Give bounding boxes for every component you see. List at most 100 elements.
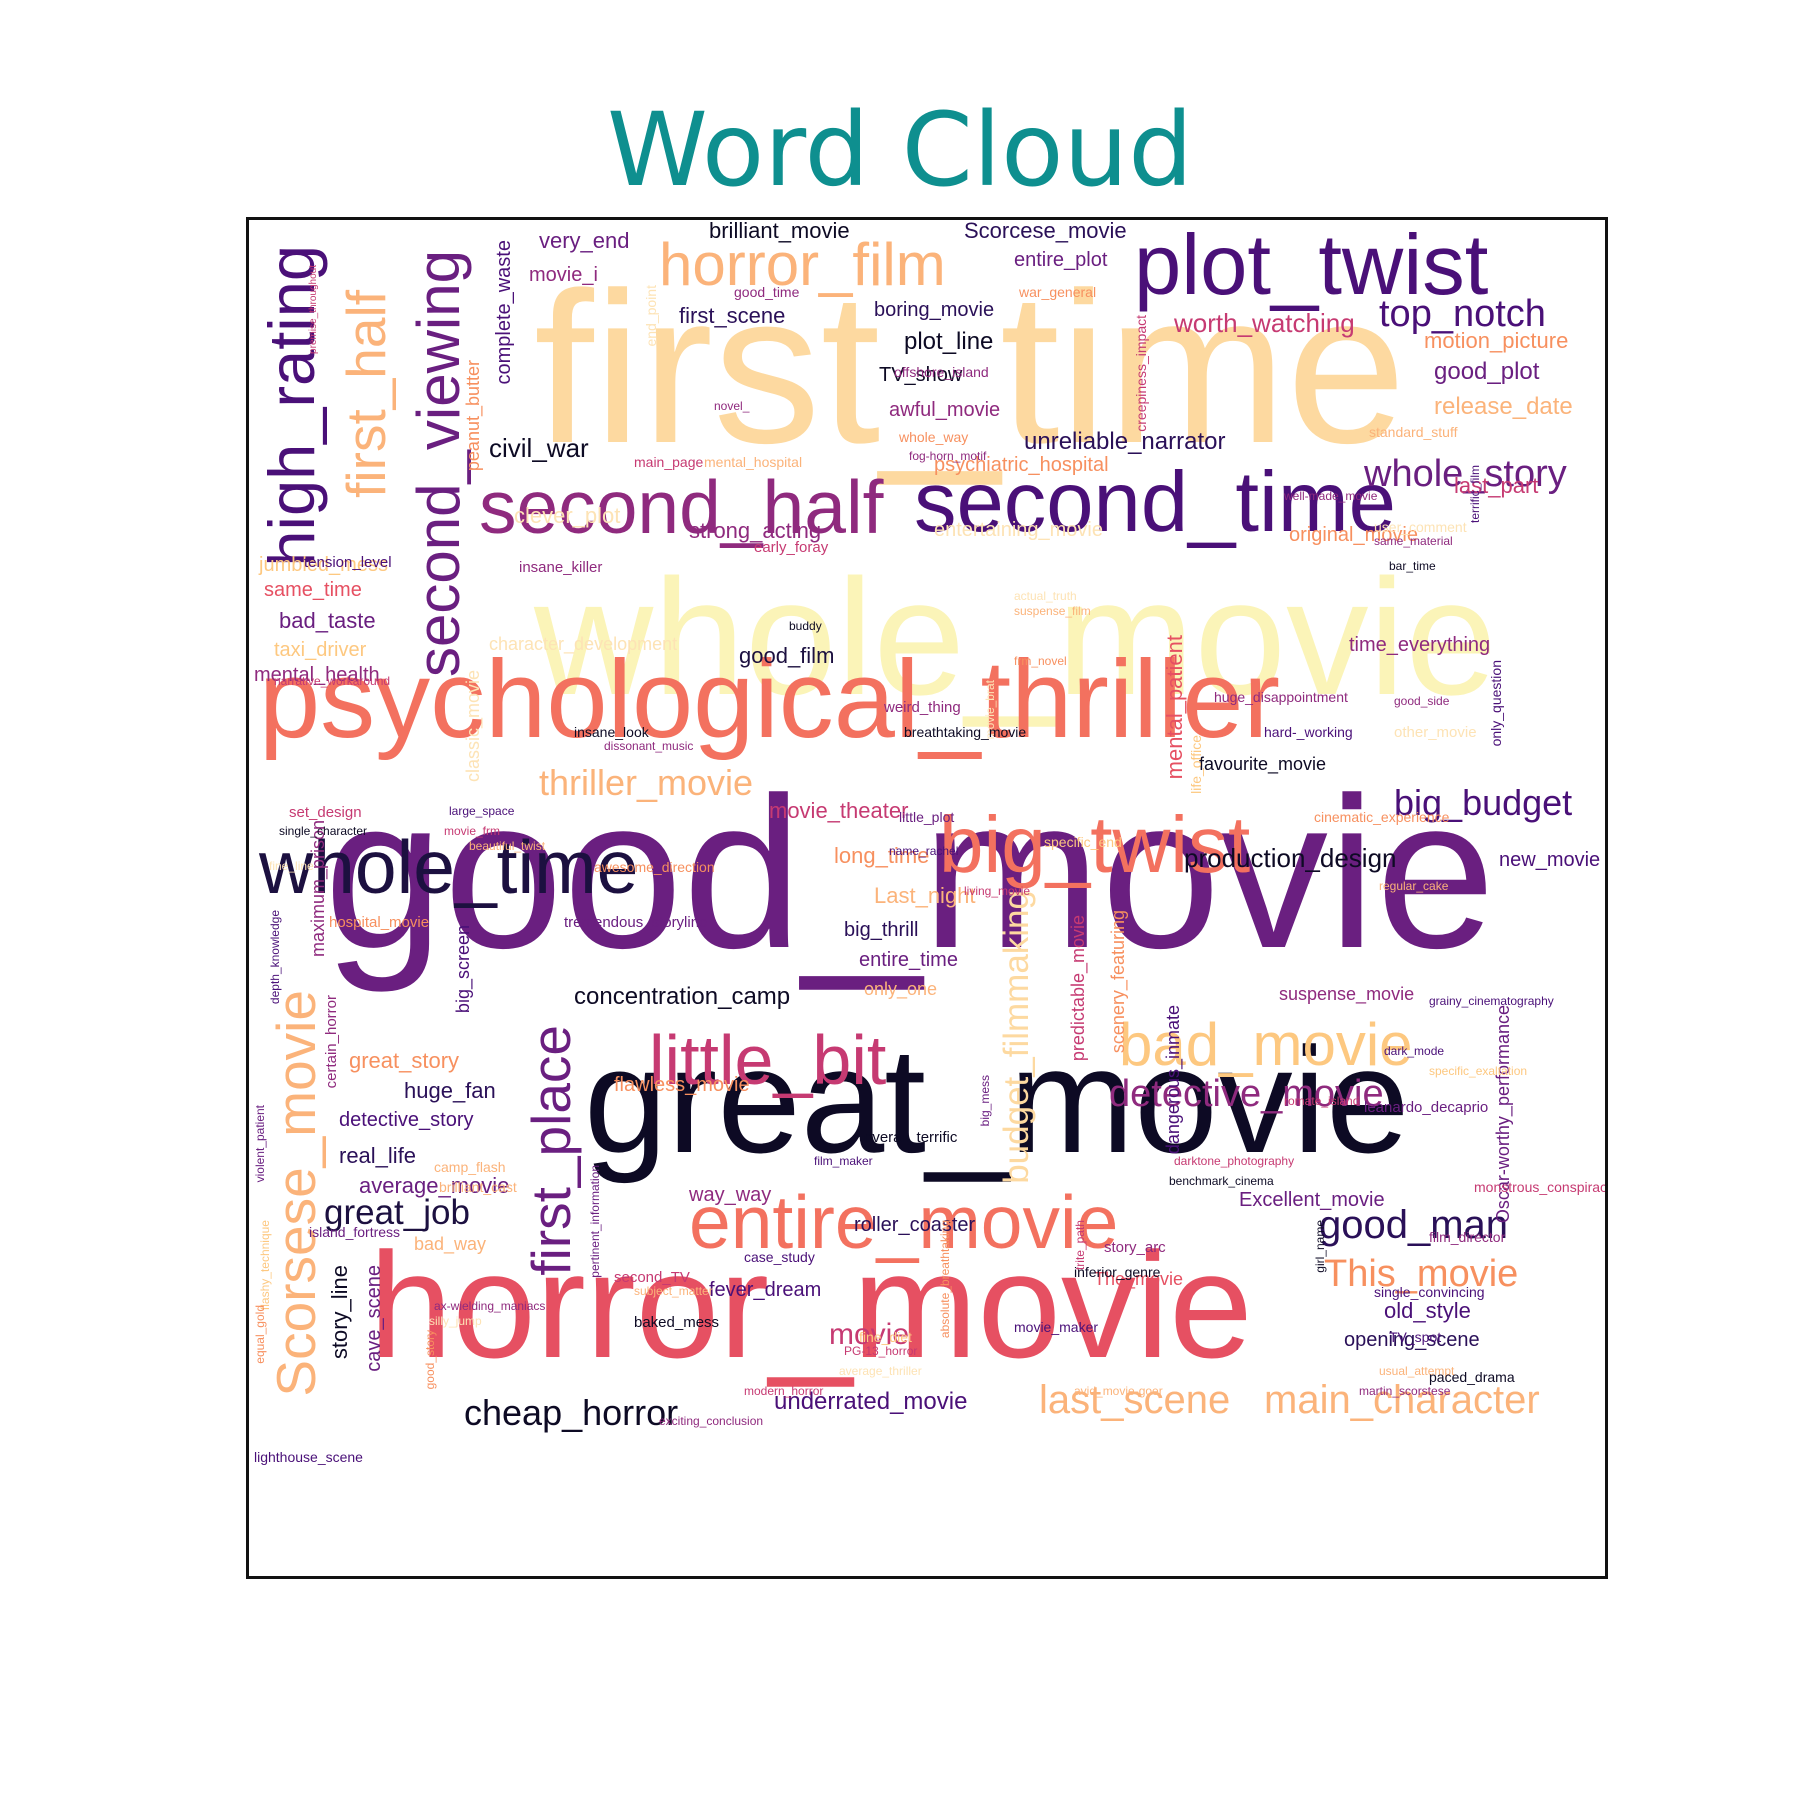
cloud-word: entertaining_movie bbox=[934, 519, 1103, 541]
cloud-word: modern_horror bbox=[744, 1384, 824, 1398]
cloud-word: unreliable_narrator bbox=[1024, 428, 1226, 455]
cloud-word: psychiatric_hospital bbox=[934, 454, 1109, 476]
cloud-word: standard_stuff bbox=[1369, 424, 1458, 440]
cloud-word: very_end bbox=[539, 228, 630, 253]
cloud-word: creepiness_impact bbox=[1133, 315, 1149, 432]
cloud-word: hard-_working bbox=[1264, 724, 1353, 740]
cloud-word: last_scene bbox=[1039, 1378, 1231, 1422]
cloud-word: civil_war bbox=[489, 433, 589, 463]
cloud-word: big_thrill bbox=[844, 919, 919, 941]
cloud-word: bad_movie bbox=[1119, 1011, 1413, 1078]
cloud-word: good_man bbox=[1319, 1203, 1509, 1247]
cloud-word: TV_show bbox=[879, 364, 963, 386]
cloud-word: Excellent_movie bbox=[1239, 1189, 1385, 1211]
cloud-word: girl_name bbox=[1313, 1220, 1327, 1273]
cloud-word: absolute_breathtaking bbox=[938, 1220, 952, 1339]
cloud-word: baked_mess bbox=[634, 1314, 720, 1331]
cloud-word: case_study bbox=[744, 1249, 815, 1265]
cloud-word: last_part bbox=[1454, 473, 1539, 498]
cloud-word: second_time bbox=[914, 455, 1396, 550]
cloud-word: offshore_island bbox=[894, 364, 989, 380]
cloud-word: avid_movie-goer bbox=[1074, 1384, 1163, 1398]
cloud-word: good_side bbox=[1394, 694, 1450, 708]
cloud-word: story_arc bbox=[1104, 1239, 1166, 1256]
cloud-word: cave_scene bbox=[363, 1265, 385, 1372]
cloud-word: opening_scene bbox=[1344, 1329, 1480, 1351]
cloud-word: fine_line bbox=[269, 859, 314, 873]
cloud-word: pertinent_information bbox=[588, 1165, 602, 1278]
cloud-word: movie bbox=[829, 1318, 910, 1351]
cloud-word: whole_movie bbox=[534, 545, 1498, 729]
cloud-word: production_design bbox=[1184, 843, 1397, 873]
cloud-word: good_story bbox=[423, 1330, 437, 1390]
cloud-word: strong_acting bbox=[689, 518, 822, 543]
cloud-word: fog-horn_motif bbox=[909, 449, 987, 463]
cloud-word: weird_thing bbox=[884, 699, 961, 716]
cloud-word: life_office bbox=[1188, 735, 1204, 794]
cloud-word: big_twist bbox=[939, 800, 1251, 889]
cloud-word: original_movie bbox=[1289, 524, 1418, 546]
cloud-word: story_line bbox=[327, 1265, 352, 1360]
cloud-word: big_mess bbox=[978, 1075, 992, 1127]
cloud-word: great_job bbox=[324, 1193, 470, 1232]
cloud-word: brilliant_movie bbox=[709, 218, 850, 243]
cloud-word: whole_way bbox=[899, 429, 969, 445]
cloud-word: film_director bbox=[1429, 1229, 1506, 1245]
cloud-word: little_bit bbox=[649, 1021, 887, 1099]
cloud-word: frm_novel bbox=[1014, 654, 1067, 668]
cloud-word: scenery_featuring bbox=[1108, 910, 1128, 1054]
cloud-word: TV_spot bbox=[1389, 1329, 1442, 1345]
cloud-word: The_movie bbox=[1094, 1269, 1184, 1289]
cloud-word: bar_time bbox=[1389, 559, 1436, 573]
cloud-word: entire_time bbox=[859, 949, 958, 971]
cloud-word: darktone_photography bbox=[1174, 1154, 1295, 1168]
cloud-word: lighthouse_scene bbox=[254, 1449, 363, 1465]
cloud-word: plot_line bbox=[904, 328, 994, 355]
cloud-word: set_design bbox=[289, 804, 362, 821]
cloud-word: entire_plot bbox=[1014, 249, 1108, 271]
cloud-word: breathtaking_movie bbox=[904, 724, 1027, 740]
cloud-word: boring_movie bbox=[874, 299, 995, 321]
cloud-word: psychological_thriller bbox=[259, 638, 1281, 761]
cloud-word: grainy_cinematography bbox=[1429, 994, 1554, 1008]
cloud-word: paced_drama bbox=[1429, 1369, 1515, 1385]
cloud-word: little_plot bbox=[899, 809, 955, 825]
cloud-word: This_movie bbox=[1324, 1253, 1519, 1295]
cloud-word: great_story bbox=[349, 1048, 460, 1073]
cloud-word: underrated_movie bbox=[774, 1388, 968, 1415]
cloud-word: horror_film bbox=[659, 231, 946, 298]
cloud-word: war_general bbox=[1019, 284, 1097, 300]
cloud-word: movie_maker bbox=[1014, 1319, 1099, 1335]
cloud-word: living_movie bbox=[964, 884, 1031, 898]
cloud-word: thriller_movie bbox=[539, 762, 754, 803]
cloud-word: first_scene bbox=[679, 303, 786, 328]
cloud-word: classic_movie bbox=[463, 670, 483, 783]
cloud-word: awful_movie bbox=[889, 399, 1001, 421]
cloud-word: average_thriller bbox=[839, 1364, 922, 1378]
cloud-word: peanut_butter bbox=[463, 360, 483, 472]
cloud-word: overall_terrific bbox=[864, 1129, 958, 1146]
cloud-word: movie_theater bbox=[769, 798, 909, 823]
cloud-word: Scorsese_movie bbox=[265, 990, 327, 1397]
cloud-word: mental_health bbox=[254, 664, 380, 686]
cloud-word: dissonant_music bbox=[604, 739, 694, 753]
cloud-word: usual_attempt bbox=[1379, 1364, 1455, 1378]
cloud-word: tremendous_storyline bbox=[564, 914, 708, 931]
cloud-word: cheap_horror bbox=[464, 1392, 679, 1433]
word-cloud: first_time whole_movie good_movie great_mov… bbox=[246, 217, 1608, 1579]
cloud-word: insane_killer bbox=[519, 559, 603, 576]
cloud-word: user_comment bbox=[1374, 519, 1467, 535]
cloud-word: dangerous_inmate bbox=[1163, 1005, 1183, 1155]
cloud-word: whole_story bbox=[1364, 453, 1567, 495]
cloud-word: second_viewing bbox=[405, 250, 472, 677]
cloud-word: specific_exaltation bbox=[1429, 1064, 1528, 1078]
cloud-word: exciting_conclusion bbox=[659, 1414, 764, 1428]
cloud-word: early_foray bbox=[754, 539, 829, 556]
cloud-word: release_date bbox=[1434, 393, 1573, 420]
cloud-word: huge_disappointment bbox=[1214, 689, 1348, 705]
cloud-word: trite_path bbox=[1073, 1220, 1087, 1271]
cloud-word: entire_movie bbox=[689, 1180, 1119, 1264]
cloud-word: first_half bbox=[335, 290, 397, 498]
cloud-word: worth_watching bbox=[1174, 308, 1355, 338]
cloud-word: martin_scorstese bbox=[1359, 1384, 1451, 1398]
